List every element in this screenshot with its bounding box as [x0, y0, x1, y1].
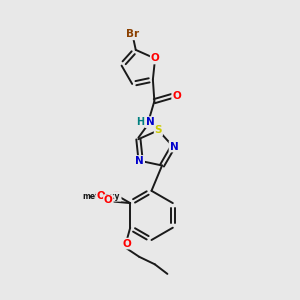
- Text: O: O: [151, 53, 160, 64]
- Text: Br: Br: [126, 29, 139, 39]
- Text: O: O: [122, 238, 131, 249]
- Text: N: N: [169, 142, 178, 152]
- Text: methoxy: methoxy: [83, 192, 120, 201]
- Text: N: N: [146, 117, 154, 127]
- Text: O: O: [96, 190, 105, 201]
- Text: S: S: [154, 125, 162, 135]
- Text: H: H: [136, 116, 144, 127]
- Text: N: N: [135, 156, 144, 166]
- Text: O: O: [104, 195, 113, 205]
- Text: O: O: [112, 190, 121, 201]
- Text: O: O: [172, 91, 181, 101]
